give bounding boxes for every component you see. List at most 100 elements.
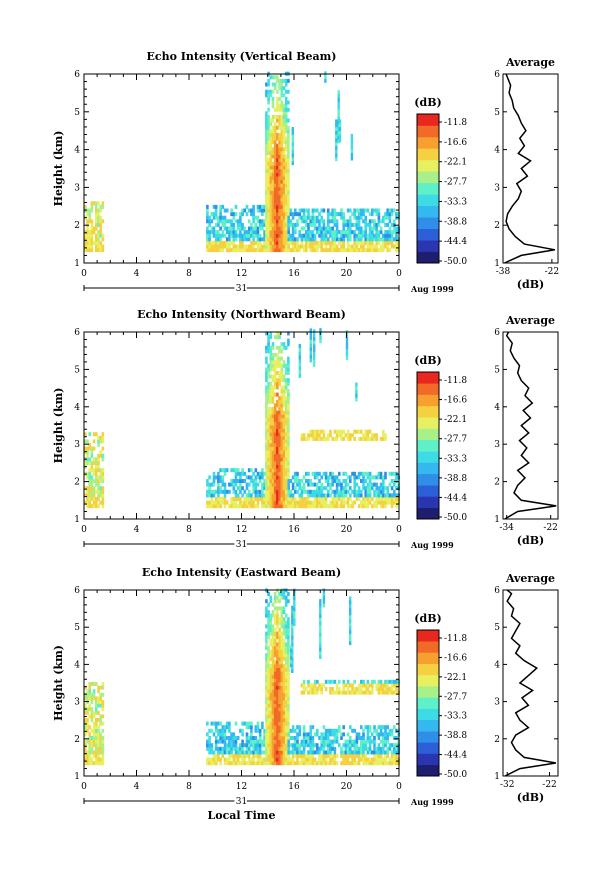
echo-cell bbox=[267, 107, 270, 112]
echo-cell bbox=[329, 226, 332, 231]
echo-cell bbox=[340, 746, 343, 751]
echo-cell bbox=[287, 642, 290, 647]
echo-cell bbox=[329, 471, 332, 476]
echo-cell bbox=[267, 222, 270, 227]
echo-cell bbox=[289, 743, 293, 748]
echo-cell bbox=[273, 703, 277, 708]
echo-cell bbox=[92, 728, 96, 733]
echo-cell bbox=[241, 721, 244, 726]
echo-cell bbox=[265, 154, 268, 159]
echo-cell bbox=[362, 500, 365, 505]
echo-cell bbox=[271, 410, 275, 415]
echo-cell bbox=[291, 475, 295, 480]
echo-cell bbox=[276, 599, 279, 604]
echo-cell bbox=[338, 497, 341, 501]
echo-cell bbox=[386, 208, 389, 213]
echo-cell bbox=[377, 471, 381, 476]
echo-cell bbox=[355, 475, 359, 480]
colorbar-swatch bbox=[417, 708, 439, 721]
echo-cell bbox=[278, 122, 281, 127]
echo-cell bbox=[353, 208, 356, 213]
echo-cell bbox=[335, 119, 338, 124]
echo-cell bbox=[282, 667, 286, 672]
echo-cell bbox=[291, 153, 294, 158]
echo-cell bbox=[214, 204, 218, 209]
echo-cell bbox=[250, 212, 253, 217]
echo-cell bbox=[280, 158, 284, 163]
echo-cell bbox=[276, 204, 279, 209]
echo-cell bbox=[263, 471, 266, 476]
echo-cell bbox=[97, 461, 100, 465]
echo-cell bbox=[287, 700, 290, 704]
echo-cell bbox=[280, 201, 284, 206]
echo-cell bbox=[371, 504, 374, 509]
echo-cell bbox=[101, 736, 105, 740]
echo-cell bbox=[353, 500, 356, 505]
echo-cell bbox=[95, 500, 98, 505]
echo-cell bbox=[388, 743, 392, 748]
echo-cell bbox=[265, 111, 268, 116]
echo-cell bbox=[346, 226, 350, 231]
echo-cell bbox=[265, 736, 268, 740]
echo-cell bbox=[362, 471, 365, 476]
echo-cell bbox=[379, 244, 383, 249]
echo-cell bbox=[345, 348, 349, 353]
echo-cell bbox=[333, 728, 337, 733]
echo-cell bbox=[232, 761, 236, 766]
echo-cell bbox=[271, 757, 275, 762]
echo-cell bbox=[349, 226, 352, 231]
echo-cell bbox=[395, 244, 398, 249]
echo-cell bbox=[267, 194, 270, 199]
echo-cell bbox=[269, 237, 273, 242]
echo-cell bbox=[267, 212, 270, 217]
echo-cell bbox=[221, 746, 225, 751]
echo-cell bbox=[280, 190, 284, 195]
y-tick-label: 2 bbox=[74, 735, 80, 745]
echo-cell bbox=[287, 219, 290, 224]
echo-cell bbox=[232, 479, 236, 483]
colorbar-label: -50.0 bbox=[444, 513, 467, 523]
echo-cell bbox=[219, 248, 222, 253]
echo-cell bbox=[309, 757, 312, 762]
echo-cell bbox=[324, 237, 328, 242]
echo-cell bbox=[239, 497, 242, 501]
echo-cell bbox=[342, 215, 345, 220]
echo-cell bbox=[271, 439, 275, 444]
echo-cell bbox=[276, 118, 279, 123]
echo-cell bbox=[230, 754, 233, 758]
echo-cell bbox=[311, 687, 315, 691]
echo-cell bbox=[382, 248, 385, 253]
echo-cell bbox=[208, 475, 211, 480]
echo-cell bbox=[269, 718, 273, 722]
echo-cell bbox=[99, 248, 102, 253]
echo-cell bbox=[379, 728, 383, 733]
echo-cell bbox=[287, 399, 290, 404]
echo-cell bbox=[92, 439, 96, 444]
echo-cell bbox=[208, 743, 211, 748]
echo-cell bbox=[382, 690, 385, 695]
echo-cell bbox=[386, 750, 389, 755]
echo-cell bbox=[280, 125, 284, 130]
echo-cell bbox=[287, 161, 290, 166]
echo-cell bbox=[316, 230, 319, 235]
echo-cell bbox=[313, 248, 317, 253]
echo-cell bbox=[243, 248, 247, 253]
echo-cell bbox=[276, 689, 279, 694]
echo-cell bbox=[322, 603, 326, 608]
profile-y-tick-label: 1 bbox=[494, 515, 500, 525]
echo-cell bbox=[309, 335, 312, 340]
echo-cell bbox=[384, 230, 387, 235]
echo-cell bbox=[273, 682, 277, 686]
echo-cell bbox=[276, 435, 279, 440]
echo-cell bbox=[265, 685, 268, 690]
echo-cell bbox=[384, 471, 387, 476]
echo-cell bbox=[305, 436, 308, 441]
echo-cell bbox=[282, 360, 286, 365]
echo-cell bbox=[351, 743, 354, 748]
echo-cell bbox=[90, 453, 94, 458]
echo-cell bbox=[338, 690, 341, 695]
echo-cell bbox=[276, 335, 279, 339]
echo-cell bbox=[92, 739, 96, 744]
echo-cell bbox=[335, 142, 338, 147]
echo-cell bbox=[228, 728, 231, 733]
